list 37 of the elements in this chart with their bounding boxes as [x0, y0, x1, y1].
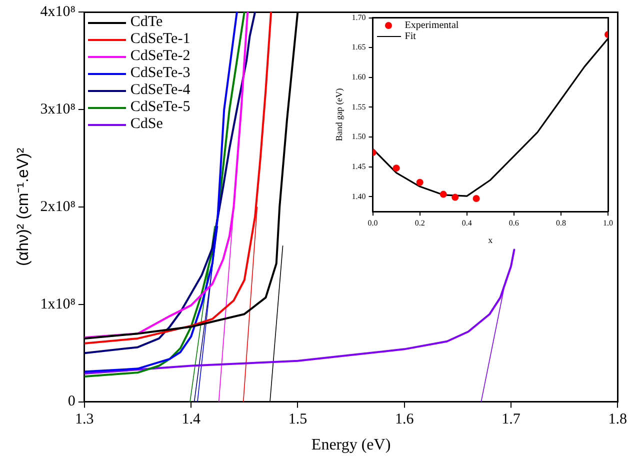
- x-tick-label: 0.6: [508, 218, 519, 228]
- legend-label: CdSeTe-2: [130, 48, 190, 65]
- x-tick-label: 1.3: [75, 412, 94, 428]
- x-tick-label: 0.4: [462, 218, 472, 228]
- x-tick-label: 1.6: [394, 412, 414, 428]
- y-tick-label: 1.60: [352, 72, 366, 82]
- y-tick-label: 1.65: [352, 42, 366, 52]
- legend-label: CdSeTe-5: [130, 99, 190, 116]
- y-tick-label: 1.40: [352, 192, 366, 201]
- y-tick-label: 3x10⁸: [40, 101, 76, 118]
- y-tick-label: 1.50: [352, 132, 366, 142]
- legend-label: CdSeTe-4: [130, 82, 190, 99]
- x-tick-label: 0.2: [414, 218, 425, 228]
- x-tick-label: 1.5: [288, 412, 308, 428]
- legend-label: Experimental: [404, 20, 459, 31]
- legend-label: CdTe: [130, 14, 163, 31]
- legend-label: CdSe: [130, 116, 163, 133]
- y-tick-label: 1.55: [352, 102, 366, 112]
- y-tick-label: 1.45: [352, 162, 366, 171]
- y-axis-title: (αhν)² (cm⁻¹.eV)²: [15, 147, 32, 266]
- legend-label: CdSeTe-1: [130, 31, 190, 48]
- y-tick-label: 0: [68, 394, 76, 410]
- x-tick-label: 0.8: [556, 218, 566, 228]
- legend-label: Fit: [404, 30, 416, 42]
- y-tick-label: 1.70: [352, 12, 366, 22]
- x-tick-label: 1.0: [603, 218, 613, 228]
- x-tick-label: 1.4: [182, 412, 201, 428]
- y-axis-title: Band gap (eV): [334, 88, 344, 142]
- legend-label: CdSeTe-3: [130, 65, 190, 82]
- x-tick-label: 1.7: [502, 412, 521, 428]
- x-axis-title: Energy (eV): [311, 436, 391, 454]
- x-tick-label: 1.8: [608, 412, 627, 428]
- y-tick-label: 4x10⁸: [40, 4, 76, 20]
- y-tick-label: 1x10⁸: [40, 296, 76, 312]
- y-tick-label: 2x10⁸: [40, 198, 76, 215]
- x-tick-label: 0.0: [368, 218, 378, 228]
- x-axis-title: x: [488, 234, 494, 245]
